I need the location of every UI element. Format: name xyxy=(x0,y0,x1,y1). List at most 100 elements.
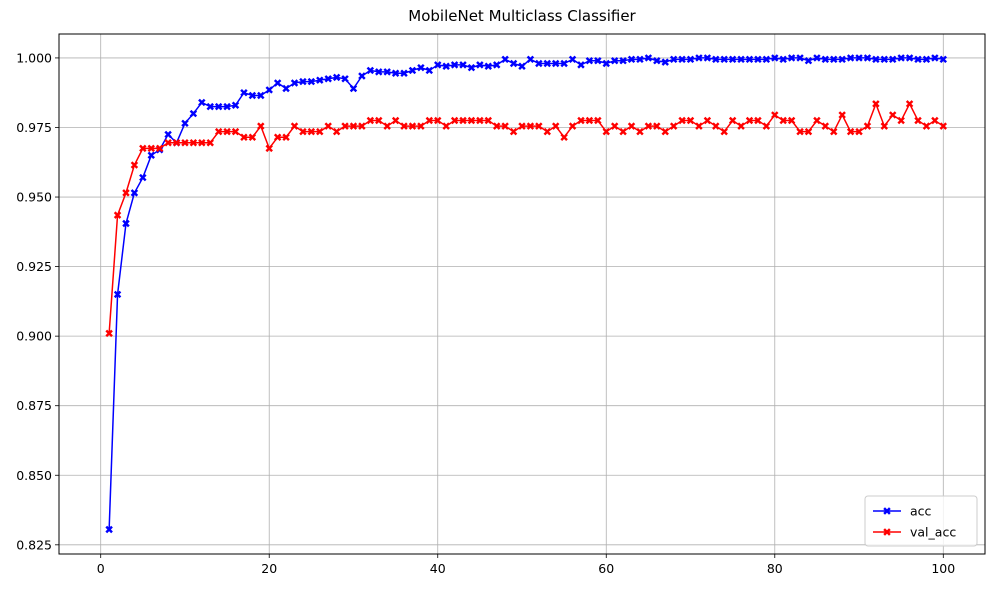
data-point xyxy=(855,54,863,62)
data-point xyxy=(358,122,366,130)
data-point xyxy=(830,127,838,136)
data-point xyxy=(265,144,273,153)
data-point xyxy=(509,127,518,136)
data-point xyxy=(400,122,408,130)
data-point xyxy=(400,69,408,77)
data-point xyxy=(408,122,417,130)
data-point xyxy=(467,116,476,125)
data-point xyxy=(560,59,568,68)
data-point xyxy=(720,127,728,136)
legend-label: val_acc xyxy=(910,525,956,540)
data-point xyxy=(897,116,905,125)
data-point xyxy=(282,133,290,141)
data-point xyxy=(223,127,231,136)
data-point xyxy=(703,54,712,62)
data-point xyxy=(526,122,535,130)
data-point xyxy=(737,122,745,130)
data-point xyxy=(762,55,771,64)
data-point xyxy=(189,109,198,118)
data-point xyxy=(122,189,130,197)
data-point xyxy=(139,173,147,182)
data-point xyxy=(206,102,214,111)
data-point xyxy=(754,116,762,125)
data-point xyxy=(434,116,442,125)
data-point xyxy=(214,102,223,111)
y-tick-label: 0.850 xyxy=(16,468,52,483)
data-point xyxy=(838,111,846,119)
data-point xyxy=(880,55,889,64)
data-point xyxy=(914,116,922,125)
data-point xyxy=(804,56,813,65)
data-point xyxy=(712,55,720,64)
data-point xyxy=(476,116,484,125)
data-point xyxy=(450,116,459,125)
data-point xyxy=(551,59,560,68)
y-tick-label: 0.950 xyxy=(16,190,52,205)
x-tick-label: 0 xyxy=(97,561,105,576)
data-point xyxy=(130,189,139,197)
data-point xyxy=(332,127,341,136)
data-point xyxy=(846,127,855,136)
data-point xyxy=(223,102,231,111)
plot-frame xyxy=(58,33,986,555)
data-point xyxy=(105,525,113,534)
y-tick-label: 0.975 xyxy=(16,120,52,135)
data-point xyxy=(669,122,678,130)
data-point xyxy=(905,100,914,108)
data-point xyxy=(602,59,610,68)
data-point xyxy=(366,66,375,75)
data-point xyxy=(745,55,754,64)
data-point xyxy=(602,127,610,136)
data-point xyxy=(880,122,889,130)
data-point xyxy=(425,66,434,75)
data-point xyxy=(501,122,509,130)
data-point xyxy=(265,86,273,94)
data-point xyxy=(543,127,552,136)
data-point xyxy=(198,98,206,107)
data-point xyxy=(113,290,122,299)
data-point xyxy=(931,116,939,125)
data-point xyxy=(678,116,686,125)
data-point xyxy=(324,122,332,130)
data-point xyxy=(754,55,762,64)
data-point xyxy=(821,55,830,64)
data-point xyxy=(383,122,391,130)
data-point xyxy=(695,54,703,62)
series-acc xyxy=(105,54,948,534)
data-point xyxy=(164,139,172,147)
data-point xyxy=(198,139,206,147)
data-point xyxy=(653,56,661,65)
data-point xyxy=(358,72,366,80)
data-point xyxy=(644,122,653,130)
data-point xyxy=(375,68,383,76)
data-point xyxy=(686,55,695,64)
data-point xyxy=(113,211,122,219)
data-point xyxy=(551,122,560,130)
data-point xyxy=(821,122,830,130)
legend-marker xyxy=(883,507,891,515)
data-point xyxy=(661,127,669,136)
data-point xyxy=(762,122,771,130)
data-point xyxy=(619,127,627,136)
data-point xyxy=(299,77,307,86)
data-point xyxy=(669,55,678,64)
legend: acc val_acc xyxy=(864,495,978,547)
data-point xyxy=(332,73,341,82)
data-point xyxy=(771,54,779,62)
y-axis: 0.825 0.850 0.875 0.900 0.925 0.950 0.975 1.000 xyxy=(16,50,59,552)
data-point xyxy=(813,116,821,125)
data-point xyxy=(846,54,855,62)
data-point xyxy=(644,54,653,62)
data-point xyxy=(450,61,459,69)
data-point xyxy=(290,79,299,87)
data-point xyxy=(779,116,787,125)
data-point xyxy=(627,122,636,130)
data-point xyxy=(299,127,307,136)
data-point xyxy=(535,122,543,130)
data-point xyxy=(189,139,198,147)
data-point xyxy=(897,54,905,62)
data-point xyxy=(147,144,155,153)
x-tick-label: 100 xyxy=(931,561,955,576)
data-point xyxy=(484,62,493,70)
legend-marker xyxy=(883,528,891,536)
